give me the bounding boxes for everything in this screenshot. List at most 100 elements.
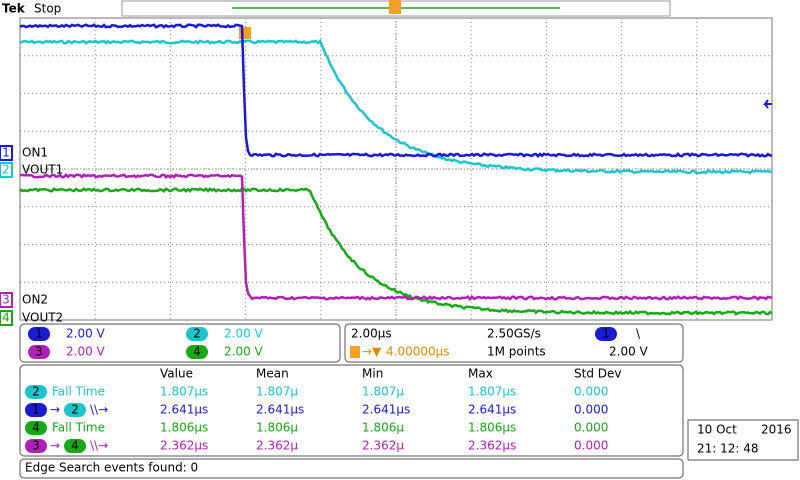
channel-label: VOUT1 xyxy=(22,163,63,177)
measure-value: 2.362µ xyxy=(362,439,404,453)
channel-number: 2 xyxy=(193,327,201,341)
measurement-table: Value Mean Min Max Std Dev 2 Fall Time 1.807µs 1… xyxy=(25,367,621,453)
measure-value: 2.362µs xyxy=(160,439,208,453)
channel-badge xyxy=(64,403,86,417)
measure-value: 2.362µs xyxy=(468,439,516,453)
measure-value: 2.641µs xyxy=(468,403,516,417)
channel-badge xyxy=(28,345,50,359)
trace xyxy=(19,187,773,316)
channel-scale: 2.00 V xyxy=(66,327,106,341)
sample-rate: 2.50GS/s xyxy=(487,327,541,341)
trigger-source: 1 xyxy=(595,327,617,341)
channel-number: 3 xyxy=(32,439,40,453)
channel-number: 4 xyxy=(32,421,40,435)
measure-value: 1.807µs xyxy=(468,385,516,399)
channel-marker-number: 1 xyxy=(2,146,10,160)
channel-label: ON1 xyxy=(22,146,48,160)
measure-arrow: → xyxy=(50,439,60,453)
channel-badge xyxy=(28,327,50,341)
measure-value: 2.362µ xyxy=(256,439,298,453)
trace xyxy=(19,38,773,175)
channel-marker-number: 4 xyxy=(2,311,10,325)
channel-badge xyxy=(64,439,86,453)
channel-number: 4 xyxy=(193,345,201,359)
trigger-marker xyxy=(389,0,401,14)
channel-markers: 1 ON1 2 VOUT1 3 ON2 4 VOUT2 xyxy=(0,145,63,326)
column-header: Max xyxy=(468,367,493,381)
channel-badge xyxy=(595,327,617,341)
trigger-icon xyxy=(350,346,360,358)
brand: Tek xyxy=(2,2,26,16)
channel-marker xyxy=(0,145,13,161)
record-length: 1M points xyxy=(487,345,546,359)
measure-value: 1.806µ xyxy=(362,421,404,435)
graticule-frame xyxy=(19,17,773,321)
measure-value: 1.807µ xyxy=(256,385,298,399)
measure-value: 2.641µs xyxy=(362,403,410,417)
measure-value: 1.806µs xyxy=(468,421,516,435)
channel-number: 1 xyxy=(602,327,610,341)
channel-number: 1 xyxy=(32,403,40,417)
graticule xyxy=(20,18,772,320)
channel-number: 1 xyxy=(35,327,43,341)
trigger-arrow: →▼ xyxy=(362,345,382,359)
search-panel xyxy=(19,458,684,479)
channel-badge xyxy=(25,403,47,417)
trigger-level: 2.00 V xyxy=(609,345,649,359)
channel-badge xyxy=(25,421,47,435)
measure-value: 0.000 xyxy=(574,403,608,417)
measure-value: 0.000 xyxy=(574,385,608,399)
channel-badge xyxy=(186,327,208,341)
channel-marker xyxy=(0,292,13,308)
channel-label: ON2 xyxy=(22,293,48,307)
vertical-panel xyxy=(19,323,341,363)
column-header: Min xyxy=(362,367,383,381)
measure-label: Fall Time xyxy=(52,385,105,399)
channel-badge xyxy=(25,439,47,453)
measurement-panel xyxy=(19,364,684,457)
measure-label: \\→ xyxy=(90,403,108,417)
channel-badge xyxy=(186,345,208,359)
channel-marker-number: 3 xyxy=(2,293,10,307)
channel-number: 4 xyxy=(71,439,79,453)
search-status: Edge Search events found: 0 xyxy=(25,461,198,475)
measure-value: 1.806µs xyxy=(160,421,208,435)
column-header: Mean xyxy=(256,367,289,381)
measure-value: 2.641µs xyxy=(160,403,208,417)
measure-label: Fall Time xyxy=(52,421,105,435)
measure-value: 0.000 xyxy=(574,421,608,435)
measure-value: 1.807µs xyxy=(160,385,208,399)
trigger-point xyxy=(239,27,251,39)
clock-panel xyxy=(687,419,799,461)
channel-label: VOUT2 xyxy=(22,311,63,325)
traces xyxy=(19,23,773,316)
channel-scale: 2.00 V xyxy=(224,327,264,341)
channel-badge xyxy=(25,385,47,399)
trigger-position: 4.00000µs xyxy=(386,345,450,359)
measure-value: 0.000 xyxy=(574,439,608,453)
trigger-slope: \ xyxy=(636,327,641,341)
channel-number: 3 xyxy=(35,345,43,359)
trace xyxy=(19,173,773,302)
year: 2016 xyxy=(761,423,792,437)
channel-scale: 2.00 V xyxy=(66,345,106,359)
measure-value: 2.641µs xyxy=(256,403,304,417)
measure-value: 1.806µ xyxy=(256,421,298,435)
time-scale: 2.00µs xyxy=(351,327,392,341)
column-header: Value xyxy=(160,367,193,381)
status: Stop xyxy=(34,2,61,16)
channel-scale: 2.00 V xyxy=(224,345,264,359)
measure-label: \\→ xyxy=(90,439,108,453)
measure-value: 1.807µ xyxy=(362,385,404,399)
channel-number: 2 xyxy=(32,385,40,399)
trace xyxy=(19,23,773,159)
channel-number: 2 xyxy=(71,403,79,417)
channel-marker-number: 2 xyxy=(2,163,10,177)
date: 10 Oct xyxy=(697,423,737,437)
measure-arrow: → xyxy=(50,403,60,417)
time: 21: 12: 48 xyxy=(697,442,759,456)
column-header: Std Dev xyxy=(574,367,621,381)
level-arrow xyxy=(763,99,772,109)
vertical-settings: 1 2.00 V 2 2.00 V 3 2.00 V 4 2.00 V xyxy=(28,327,264,359)
